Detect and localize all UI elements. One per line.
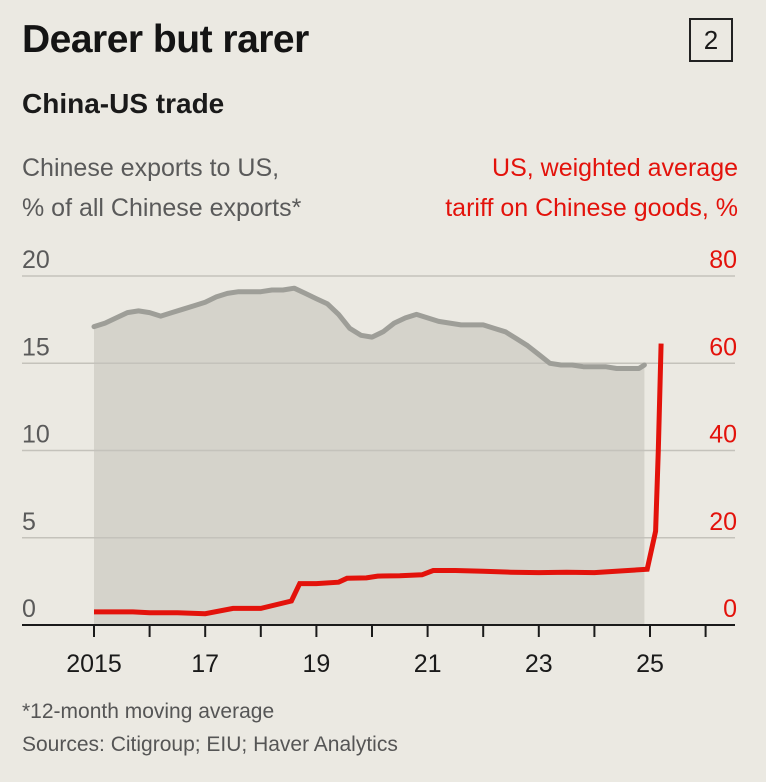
exports-share-area bbox=[94, 288, 645, 625]
x-tick-label-21: 21 bbox=[414, 650, 442, 678]
x-tick-label-25: 25 bbox=[636, 650, 664, 678]
chart-plot: 0 5 10 15 20 0 20 40 60 80 2015 17 19 21 23 25 bbox=[22, 246, 737, 678]
chart-title: Dearer but rarer bbox=[22, 18, 309, 61]
x-tick-label-23: 23 bbox=[525, 650, 553, 678]
left-tick-label-5: 5 bbox=[22, 508, 36, 536]
left-tick-label-0: 0 bbox=[22, 595, 36, 623]
right-tick-label-60: 60 bbox=[709, 333, 737, 361]
x-tick-label-17: 17 bbox=[191, 650, 219, 678]
right-tick-label-40: 40 bbox=[709, 421, 737, 449]
right-tick-label-80: 80 bbox=[709, 246, 737, 274]
sources-note: Sources: Citigroup; EIU; Haver Analytics bbox=[22, 733, 398, 756]
left-tick-label-10: 10 bbox=[22, 421, 50, 449]
right-axis-label-line-2: tariff on Chinese goods, % bbox=[445, 194, 738, 222]
left-axis-label: Chinese exports to US, % of all Chinese … bbox=[22, 148, 301, 228]
right-axis-label-line-1: US, weighted average bbox=[492, 154, 738, 182]
x-tick-label-2015: 2015 bbox=[66, 650, 122, 678]
chart-subtitle: China-US trade bbox=[22, 88, 225, 119]
tariff-line bbox=[94, 343, 664, 617]
left-tick-label-20: 20 bbox=[22, 246, 50, 274]
left-axis-label-line-2: % of all Chinese exports* bbox=[22, 194, 302, 222]
exports-share-line bbox=[91, 285, 647, 371]
left-axis-label-line-1: Chinese exports to US, bbox=[22, 154, 280, 182]
chart-number-badge: 2 bbox=[689, 18, 733, 62]
x-tick-label-19: 19 bbox=[302, 650, 330, 678]
left-tick-label-15: 15 bbox=[22, 333, 50, 361]
right-tick-label-20: 20 bbox=[709, 508, 737, 536]
footnote: *12-month moving average bbox=[22, 700, 275, 723]
right-tick-label-0: 0 bbox=[723, 595, 737, 623]
right-axis-label: US, weighted average tariff on Chinese g… bbox=[445, 148, 738, 228]
